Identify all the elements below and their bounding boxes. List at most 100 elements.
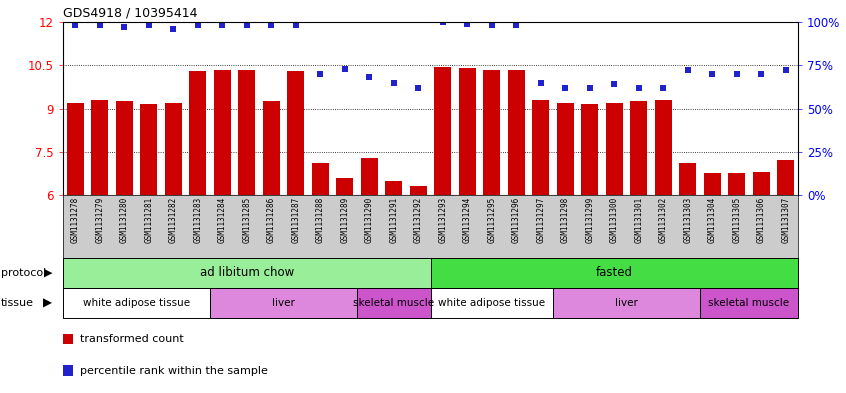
Point <box>436 19 449 25</box>
Text: GSM1131290: GSM1131290 <box>365 197 374 243</box>
Bar <box>431 258 798 288</box>
Text: ▶: ▶ <box>43 296 52 310</box>
Text: GSM1131302: GSM1131302 <box>659 197 667 243</box>
Bar <box>704 173 721 195</box>
Point <box>755 71 768 77</box>
Point <box>362 74 376 81</box>
Bar <box>777 160 794 195</box>
Bar <box>385 180 403 195</box>
Text: white adipose tissue: white adipose tissue <box>438 298 546 308</box>
Text: protocol: protocol <box>1 268 46 278</box>
Bar <box>165 103 182 195</box>
Point <box>142 22 156 29</box>
Text: GSM1131280: GSM1131280 <box>120 197 129 243</box>
Bar <box>63 258 431 288</box>
Text: GSM1131300: GSM1131300 <box>610 197 618 243</box>
Point <box>607 81 621 87</box>
Text: percentile rank within the sample: percentile rank within the sample <box>80 365 268 375</box>
Point <box>289 22 303 29</box>
Text: GDS4918 / 10395414: GDS4918 / 10395414 <box>63 7 197 20</box>
Bar <box>67 103 84 195</box>
Bar <box>655 100 672 195</box>
Text: GSM1131282: GSM1131282 <box>168 197 178 243</box>
Text: fasted: fasted <box>596 266 633 279</box>
Text: white adipose tissue: white adipose tissue <box>83 298 190 308</box>
Text: skeletal muscle: skeletal muscle <box>353 298 434 308</box>
Bar <box>63 288 210 318</box>
Text: GSM1131288: GSM1131288 <box>316 197 325 243</box>
Point <box>485 22 498 29</box>
Text: GSM1131303: GSM1131303 <box>684 197 692 243</box>
Point <box>534 79 547 86</box>
Text: GSM1131305: GSM1131305 <box>733 197 741 243</box>
Point <box>69 22 82 29</box>
Text: ad libitum chow: ad libitum chow <box>200 266 294 279</box>
Text: GSM1131283: GSM1131283 <box>193 197 202 243</box>
Point <box>240 22 254 29</box>
Bar <box>210 288 357 318</box>
Bar <box>311 163 329 195</box>
Bar <box>459 68 475 195</box>
Bar <box>116 101 133 195</box>
Text: GSM1131299: GSM1131299 <box>585 197 594 243</box>
Text: GSM1131295: GSM1131295 <box>487 197 497 243</box>
Bar <box>606 103 623 195</box>
Text: transformed count: transformed count <box>80 334 184 344</box>
Point <box>681 67 695 73</box>
Text: liver: liver <box>615 298 638 308</box>
Point <box>191 22 205 29</box>
Bar <box>287 71 305 195</box>
Bar <box>700 288 798 318</box>
Bar <box>357 288 431 318</box>
Point <box>314 71 327 77</box>
Bar <box>508 70 525 195</box>
Text: GSM1131292: GSM1131292 <box>414 197 423 243</box>
Point <box>706 71 719 77</box>
Bar <box>753 172 770 195</box>
Text: tissue: tissue <box>1 298 34 308</box>
Point <box>632 84 645 91</box>
Point <box>509 22 523 29</box>
Text: GSM1131281: GSM1131281 <box>145 197 153 243</box>
Bar <box>262 101 280 195</box>
Text: GSM1131304: GSM1131304 <box>708 197 717 243</box>
Text: GSM1131301: GSM1131301 <box>634 197 643 243</box>
Point <box>265 22 278 29</box>
Bar <box>140 104 157 195</box>
Text: skeletal muscle: skeletal muscle <box>708 298 789 308</box>
Text: GSM1131294: GSM1131294 <box>463 197 472 243</box>
Bar <box>91 100 108 195</box>
Point <box>93 22 107 29</box>
Text: GSM1131306: GSM1131306 <box>757 197 766 243</box>
Text: GSM1131298: GSM1131298 <box>561 197 569 243</box>
Point <box>460 20 474 27</box>
Bar <box>553 288 700 318</box>
Point <box>387 79 400 86</box>
Bar <box>336 178 354 195</box>
Text: liver: liver <box>272 298 295 308</box>
Bar <box>360 158 378 195</box>
Text: GSM1131286: GSM1131286 <box>266 197 276 243</box>
Text: GSM1131279: GSM1131279 <box>96 197 104 243</box>
Bar <box>434 67 451 195</box>
Point <box>730 71 744 77</box>
Bar <box>214 70 231 195</box>
Bar <box>728 173 745 195</box>
Point <box>779 67 793 73</box>
Text: GSM1131278: GSM1131278 <box>71 197 80 243</box>
Bar <box>483 70 500 195</box>
Text: GSM1131296: GSM1131296 <box>512 197 521 243</box>
Bar <box>581 104 598 195</box>
Bar <box>409 186 427 195</box>
Text: GSM1131284: GSM1131284 <box>217 197 227 243</box>
Point <box>411 84 425 91</box>
Text: GSM1131285: GSM1131285 <box>242 197 251 243</box>
Bar <box>431 288 553 318</box>
Text: ▶: ▶ <box>43 268 52 278</box>
Text: GSM1131289: GSM1131289 <box>340 197 349 243</box>
Text: GSM1131293: GSM1131293 <box>438 197 448 243</box>
Text: GSM1131297: GSM1131297 <box>536 197 546 243</box>
Bar <box>239 70 255 195</box>
Bar <box>679 163 696 195</box>
Bar <box>630 101 647 195</box>
